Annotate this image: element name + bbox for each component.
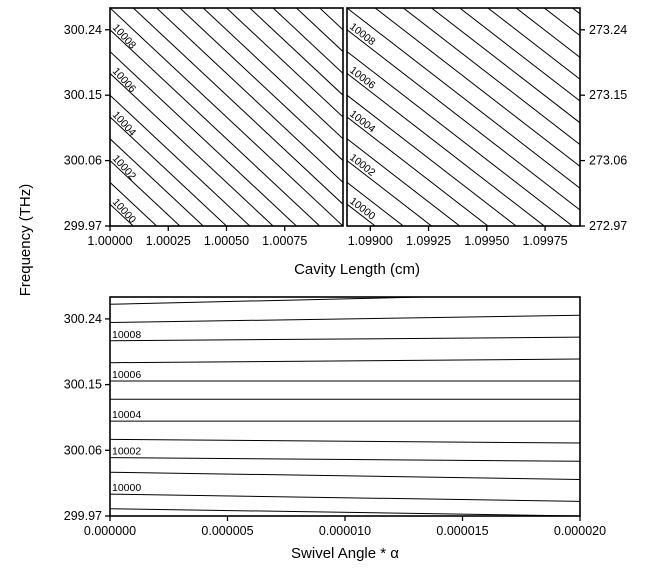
mode-line-9 xyxy=(110,336,580,342)
mode-label-10002: 10002 xyxy=(110,153,139,183)
mode-label-10006: 10006 xyxy=(110,65,139,95)
y-tick-label: 300.15 xyxy=(64,88,102,102)
mode-line-13 xyxy=(430,8,580,124)
mode-line-15 xyxy=(225,8,343,118)
plot-frame xyxy=(346,7,581,227)
x-tick-label: 1.09925 xyxy=(406,234,451,248)
shared-y-axis-title: Frequency (THz) xyxy=(17,184,34,297)
mode-line-19 xyxy=(318,8,343,31)
chart-top-left: 10000 10002 10004 10006 10008 299.97 300.06 300… xyxy=(64,7,344,248)
mode-line-15 xyxy=(487,8,580,80)
mode-line-6 xyxy=(347,94,517,226)
mode-label-10004: 10004 xyxy=(112,409,141,421)
mode-line-18 xyxy=(571,8,580,15)
mode-line-12 xyxy=(155,8,343,183)
mode-line-4 xyxy=(110,138,204,226)
mode-label-10008: 10008 xyxy=(347,21,378,49)
mode-line-14 xyxy=(202,8,343,140)
mode-line-8 xyxy=(110,358,580,364)
mode-label-10000: 10000 xyxy=(347,195,378,223)
series-lines xyxy=(110,297,580,516)
mode-label-10000: 10000 xyxy=(110,196,139,226)
mode-line-2 xyxy=(110,471,580,480)
mode-line-16 xyxy=(249,8,343,96)
mode-line-8 xyxy=(347,51,574,226)
x-tick-label: 0.000015 xyxy=(436,524,488,538)
mode-line-4 xyxy=(347,138,461,226)
mode-line-11 xyxy=(374,8,580,167)
x-axis-title: Swivel Angle * α xyxy=(291,545,399,562)
mode-line-10 xyxy=(110,314,580,324)
mode-line-10 xyxy=(347,8,580,189)
mode-line-11 xyxy=(110,297,445,305)
mode-line-5 xyxy=(347,116,489,226)
mode-line-18 xyxy=(295,8,343,52)
y-tick-label: 299.97 xyxy=(64,509,102,523)
y-tick-label: 299.97 xyxy=(64,219,102,233)
mode-label-10000: 10000 xyxy=(112,482,141,494)
x-tick-label: 1.09900 xyxy=(348,234,393,248)
x-tick-label: 0.000000 xyxy=(84,524,136,538)
mode-line-6 xyxy=(110,94,251,226)
mode-line-3 xyxy=(110,457,580,462)
y-tick-label: 272.97 xyxy=(589,219,627,233)
mode-line-0 xyxy=(110,225,111,226)
y-tick-label: 300.06 xyxy=(64,154,102,168)
mode-label-10002: 10002 xyxy=(112,446,141,458)
mode-line-16 xyxy=(515,8,580,58)
mode-label-10006: 10006 xyxy=(112,369,141,381)
mode-line-11 xyxy=(132,8,343,205)
chart-top-right: 10000 10002 10004 10006 10008 272.97 273.06 273… xyxy=(346,7,627,248)
mode-label-10006: 10006 xyxy=(347,64,378,92)
x-tick-label: 1.00050 xyxy=(204,234,249,248)
mode-line-9 xyxy=(347,29,580,211)
mode-line-17 xyxy=(272,8,343,74)
mode-line-13 xyxy=(179,8,343,161)
x-tick-label: 1.09950 xyxy=(464,234,509,248)
x-tick-label: 0.000005 xyxy=(201,524,253,538)
mode-line-10 xyxy=(110,8,343,226)
series-lines xyxy=(347,8,580,226)
mode-line-3 xyxy=(347,160,433,226)
y-tick-label: 273.24 xyxy=(589,23,627,37)
mode-line-4 xyxy=(110,438,580,444)
mode-line-20 xyxy=(342,8,343,9)
mode-line-14 xyxy=(458,8,580,102)
mode-line-3 xyxy=(110,160,181,226)
mode-line-7 xyxy=(347,73,546,226)
series-lines xyxy=(110,8,343,226)
y-tick-label: 300.24 xyxy=(64,23,102,37)
mode-line-5 xyxy=(110,116,228,226)
y-tick-label: 300.06 xyxy=(64,443,102,457)
mode-line-1 xyxy=(347,203,377,226)
y-tick-label: 300.24 xyxy=(64,312,102,326)
x-tick-label: 1.00000 xyxy=(87,234,132,248)
mode-line-2 xyxy=(110,182,158,226)
x-tick-label: 1.00075 xyxy=(262,234,307,248)
y-tick-label: 273.06 xyxy=(589,154,627,168)
y-tick-label: 300.15 xyxy=(64,378,102,392)
y-tick-label: 273.15 xyxy=(589,88,627,102)
mode-label-10008: 10008 xyxy=(112,329,141,341)
mode-line-1 xyxy=(110,493,580,502)
x-tick-label: 1.09975 xyxy=(522,234,567,248)
mode-label-10008: 10008 xyxy=(110,22,139,52)
mode-line-2 xyxy=(347,182,405,226)
mode-line-0 xyxy=(110,508,580,516)
plot-frame xyxy=(109,296,581,517)
chart-bottom: 10000 10002 10004 10006 10008 299.97 300.06 300… xyxy=(64,296,606,562)
mode-label-10004: 10004 xyxy=(347,108,378,136)
mode-label-10004: 10004 xyxy=(110,109,139,139)
mode-label-10002: 10002 xyxy=(347,152,378,180)
mode-line-7 xyxy=(110,73,274,226)
x-tick-label: 1.00025 xyxy=(146,234,191,248)
top-x-axis-title: Cavity Length (cm) xyxy=(294,261,420,278)
mode-line-9 xyxy=(110,29,321,226)
mode-line-8 xyxy=(110,51,298,226)
mode-line-12 xyxy=(402,8,580,146)
x-tick-label: 0.000020 xyxy=(554,524,606,538)
x-tick-label: 0.000010 xyxy=(319,524,371,538)
